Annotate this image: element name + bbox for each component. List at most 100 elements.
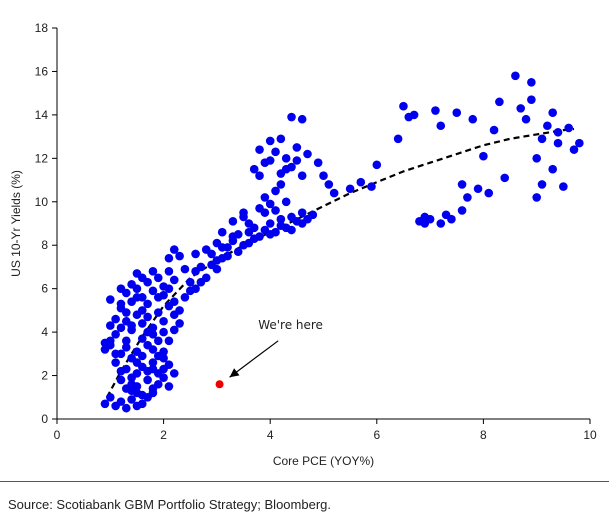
data-point bbox=[121, 364, 131, 374]
data-point bbox=[249, 164, 259, 174]
data-point bbox=[276, 134, 286, 144]
trendline-group bbox=[101, 127, 575, 407]
data-point bbox=[527, 95, 536, 104]
data-point bbox=[164, 253, 174, 263]
y-tick-label: 6 bbox=[41, 282, 48, 296]
data-point bbox=[100, 345, 110, 354]
data-point bbox=[153, 273, 163, 283]
data-point bbox=[153, 379, 163, 389]
data-point bbox=[201, 245, 211, 254]
data-point bbox=[367, 182, 376, 191]
data-point bbox=[297, 219, 307, 228]
data-point bbox=[132, 358, 142, 367]
data-point bbox=[399, 101, 408, 111]
data-point bbox=[319, 171, 328, 181]
data-point bbox=[329, 188, 339, 198]
data-point bbox=[297, 171, 307, 181]
y-tick-label: 14 bbox=[35, 108, 49, 122]
data-point bbox=[137, 306, 147, 315]
data-point bbox=[116, 375, 126, 385]
data-point bbox=[543, 121, 552, 131]
data-point bbox=[255, 145, 264, 154]
y-axis-label: US 10-Yr Yields (%) bbox=[9, 170, 23, 277]
x-tick-label: 6 bbox=[373, 428, 380, 442]
y-tick-label: 8 bbox=[41, 238, 48, 252]
data-point bbox=[143, 312, 152, 322]
annotation-arrowhead bbox=[229, 368, 240, 378]
data-point bbox=[175, 251, 184, 261]
data-point bbox=[106, 321, 115, 330]
points-group bbox=[100, 71, 584, 413]
data-point bbox=[484, 188, 494, 198]
data-point bbox=[106, 392, 115, 402]
trendline bbox=[101, 127, 575, 407]
data-point bbox=[527, 78, 536, 87]
data-point bbox=[137, 390, 147, 400]
data-point bbox=[148, 345, 158, 354]
data-point bbox=[537, 180, 547, 189]
data-point bbox=[356, 177, 366, 187]
data-point bbox=[116, 284, 126, 293]
data-point bbox=[180, 264, 190, 274]
data-point bbox=[233, 247, 243, 257]
data-point bbox=[281, 154, 291, 163]
data-point bbox=[431, 106, 440, 115]
data-point bbox=[292, 156, 302, 165]
data-point bbox=[143, 327, 152, 337]
data-point bbox=[228, 232, 238, 241]
data-point bbox=[324, 180, 334, 189]
y-tick-label: 0 bbox=[41, 412, 48, 426]
data-point bbox=[537, 134, 547, 144]
data-point bbox=[303, 149, 312, 159]
data-point bbox=[111, 358, 120, 367]
x-tick-label: 10 bbox=[583, 428, 597, 442]
data-point bbox=[212, 256, 222, 265]
data-point bbox=[175, 306, 184, 315]
y-tick-label: 10 bbox=[35, 195, 49, 209]
divider bbox=[0, 481, 609, 482]
data-point bbox=[276, 169, 286, 178]
data-point bbox=[127, 321, 136, 330]
data-point bbox=[436, 219, 446, 228]
data-point bbox=[292, 143, 302, 152]
data-point bbox=[468, 114, 478, 124]
data-point bbox=[260, 193, 270, 202]
data-point bbox=[271, 147, 280, 157]
x-tick-label: 4 bbox=[267, 428, 274, 442]
data-point bbox=[153, 351, 163, 361]
data-point bbox=[500, 173, 510, 183]
data-point bbox=[143, 375, 152, 385]
data-point bbox=[116, 323, 126, 333]
data-point bbox=[516, 104, 526, 113]
data-point bbox=[175, 319, 184, 328]
data-point bbox=[255, 171, 264, 181]
data-point bbox=[265, 230, 275, 239]
data-point bbox=[271, 186, 280, 196]
data-point bbox=[111, 314, 120, 324]
data-point bbox=[169, 275, 179, 285]
data-point bbox=[239, 212, 248, 222]
data-point bbox=[121, 336, 131, 346]
data-point bbox=[143, 299, 152, 309]
data-point bbox=[265, 199, 275, 209]
current-point bbox=[215, 380, 224, 389]
data-point bbox=[127, 386, 136, 396]
data-point bbox=[137, 351, 147, 361]
y-tick-label: 12 bbox=[35, 151, 49, 165]
data-point bbox=[100, 399, 110, 409]
data-point bbox=[169, 245, 179, 254]
data-point bbox=[452, 108, 462, 118]
data-point bbox=[345, 184, 355, 194]
data-point bbox=[127, 379, 136, 389]
data-point bbox=[127, 395, 136, 404]
data-point bbox=[564, 123, 573, 133]
data-point bbox=[553, 127, 563, 137]
annotation-label: We're here bbox=[258, 318, 323, 332]
y-tick-label: 16 bbox=[35, 64, 49, 78]
data-point bbox=[436, 121, 446, 131]
data-point bbox=[228, 217, 238, 226]
data-point bbox=[420, 212, 430, 222]
data-point bbox=[297, 114, 307, 124]
data-point bbox=[447, 214, 456, 224]
data-point bbox=[164, 284, 174, 293]
